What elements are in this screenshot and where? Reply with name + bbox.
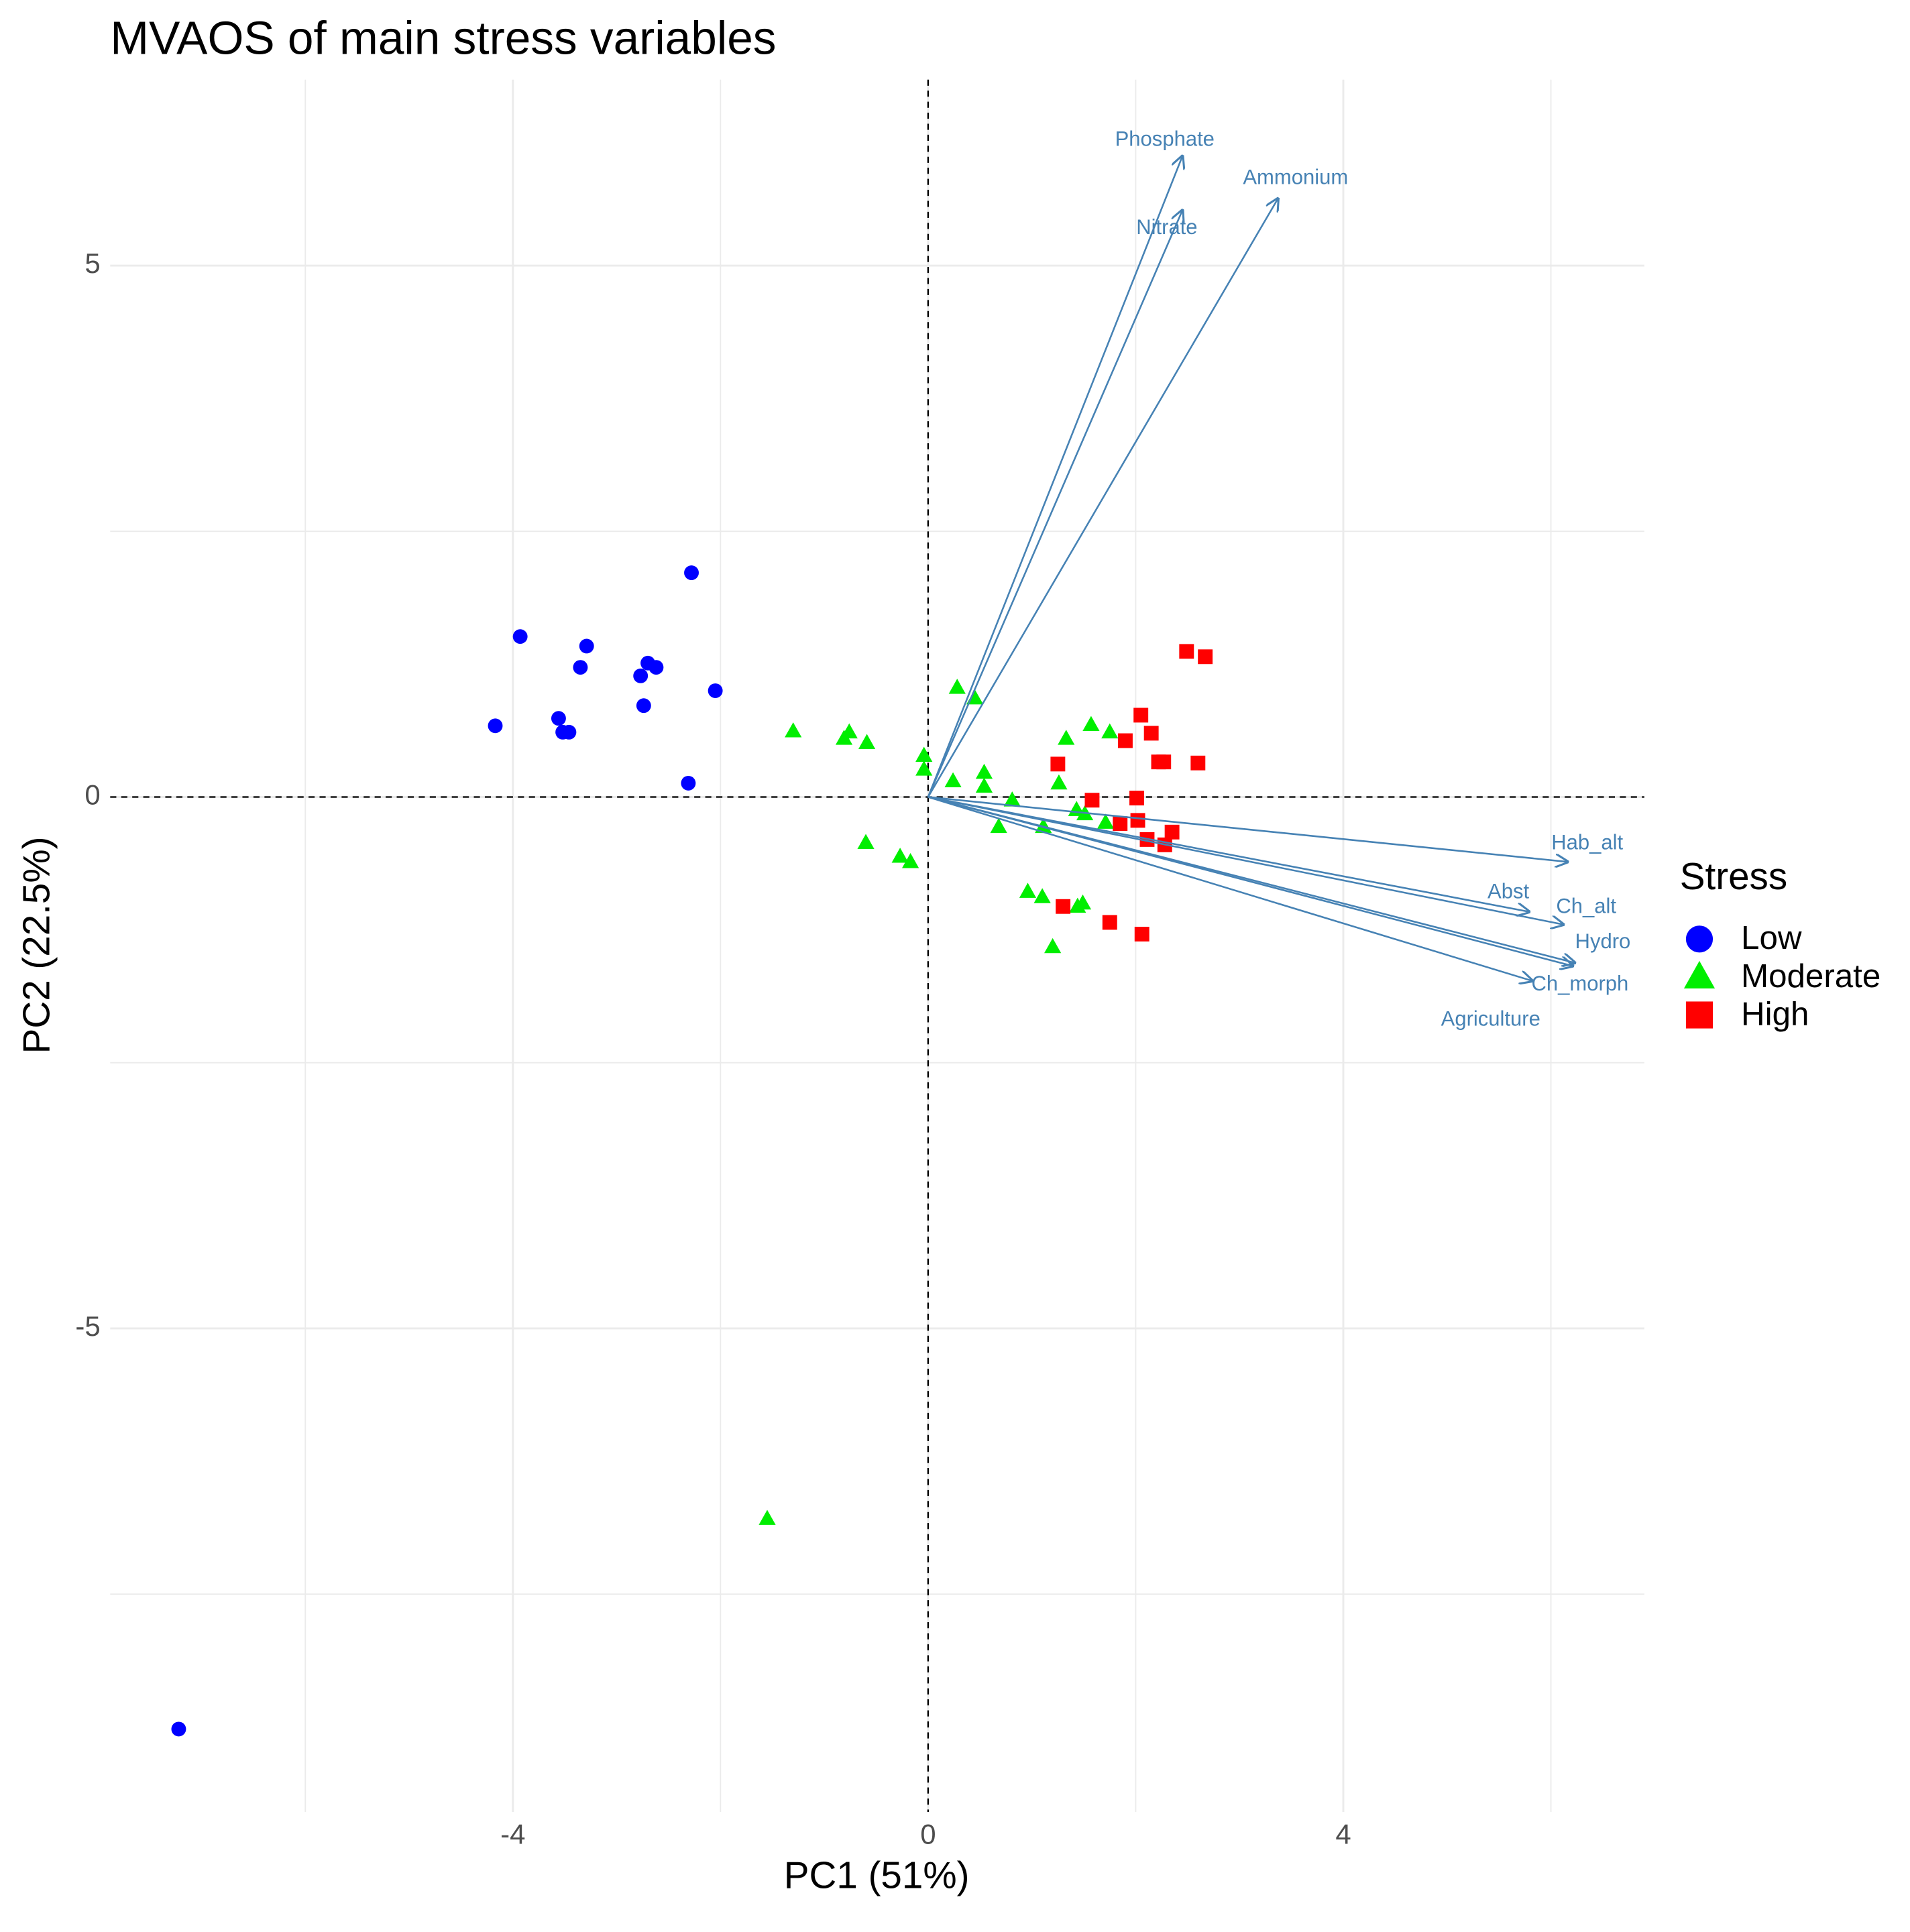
loading-label: Ch_morph <box>1531 972 1628 995</box>
point <box>990 817 1007 834</box>
loading-label: Nitrate <box>1136 215 1197 239</box>
point <box>1050 774 1068 790</box>
y-tick-label: 0 <box>85 779 100 811</box>
point <box>1056 899 1071 914</box>
point <box>1084 793 1100 808</box>
legend-key <box>1683 960 1716 989</box>
loading-arrow <box>928 796 1563 924</box>
point <box>512 629 528 644</box>
point <box>759 1510 776 1525</box>
legend-label: Moderate <box>1741 958 1880 995</box>
point <box>1190 755 1206 771</box>
y-axis-title: PC2 (22.5%) <box>15 837 57 1054</box>
point <box>1129 791 1144 806</box>
chart-title: MVAOS of main stress variables <box>110 11 776 64</box>
loading-arrow <box>927 211 1182 798</box>
point <box>902 853 919 868</box>
point <box>1101 723 1119 739</box>
legend-key <box>1685 925 1714 953</box>
point <box>1118 733 1133 748</box>
x-tick-label: 4 <box>1335 1819 1351 1850</box>
loading-label: Hab_alt <box>1551 830 1623 854</box>
point <box>915 760 933 776</box>
point <box>785 722 802 738</box>
point <box>1164 824 1180 840</box>
point <box>1133 707 1149 723</box>
point <box>1003 791 1021 807</box>
point <box>1102 915 1117 930</box>
point <box>915 746 933 762</box>
x-axis-title: PC1 (51%) <box>784 1854 970 1896</box>
point <box>1097 813 1115 829</box>
x-tick-label: 0 <box>920 1819 936 1850</box>
point <box>948 679 966 694</box>
point <box>649 660 664 675</box>
point <box>891 848 909 863</box>
point <box>840 723 858 739</box>
y-tick-label: 5 <box>85 247 100 279</box>
loading-label: Agriculture <box>1441 1007 1540 1031</box>
loading-label: Phosphate <box>1115 127 1215 150</box>
point <box>1134 926 1149 942</box>
loading-arrow <box>927 198 1278 798</box>
loading-label: Ammonium <box>1243 165 1348 188</box>
point <box>1143 726 1159 741</box>
legend-key <box>1685 1001 1714 1029</box>
point <box>1130 813 1145 828</box>
point <box>681 775 696 791</box>
loading-arrow <box>928 796 1567 862</box>
point <box>944 772 962 788</box>
point <box>573 660 588 675</box>
point <box>555 724 571 740</box>
loading-label: Abst <box>1487 879 1529 903</box>
loading-label: Ch_alt <box>1556 895 1616 918</box>
loading-arrow <box>928 796 1573 966</box>
point <box>1033 888 1051 903</box>
loading-arrow <box>928 796 1532 980</box>
point <box>1179 644 1194 659</box>
point <box>975 763 993 779</box>
point <box>551 711 566 726</box>
point <box>857 834 875 849</box>
point <box>1044 937 1062 954</box>
legend-title: Stress <box>1680 855 1787 897</box>
point <box>636 698 651 714</box>
x-tick-label: -4 <box>500 1819 525 1850</box>
point <box>1074 894 1092 910</box>
y-tick-label: -5 <box>75 1310 100 1342</box>
point <box>488 718 503 734</box>
point <box>1058 730 1075 745</box>
point <box>684 565 699 581</box>
loading-label: Hydro <box>1575 929 1631 953</box>
loading-arrow <box>928 796 1529 911</box>
point <box>1050 756 1066 772</box>
point <box>975 777 993 793</box>
point <box>1019 883 1037 898</box>
point <box>1113 816 1128 832</box>
point <box>579 638 594 654</box>
point <box>1198 649 1213 665</box>
point <box>708 683 723 698</box>
point <box>1082 716 1100 732</box>
point <box>858 734 876 749</box>
point <box>633 668 649 683</box>
point <box>1156 754 1172 770</box>
point <box>171 1721 186 1737</box>
legend-label: High <box>1741 995 1809 1032</box>
legend-label: Low <box>1741 919 1802 956</box>
loading-arrow <box>927 156 1182 797</box>
point <box>1035 817 1052 834</box>
